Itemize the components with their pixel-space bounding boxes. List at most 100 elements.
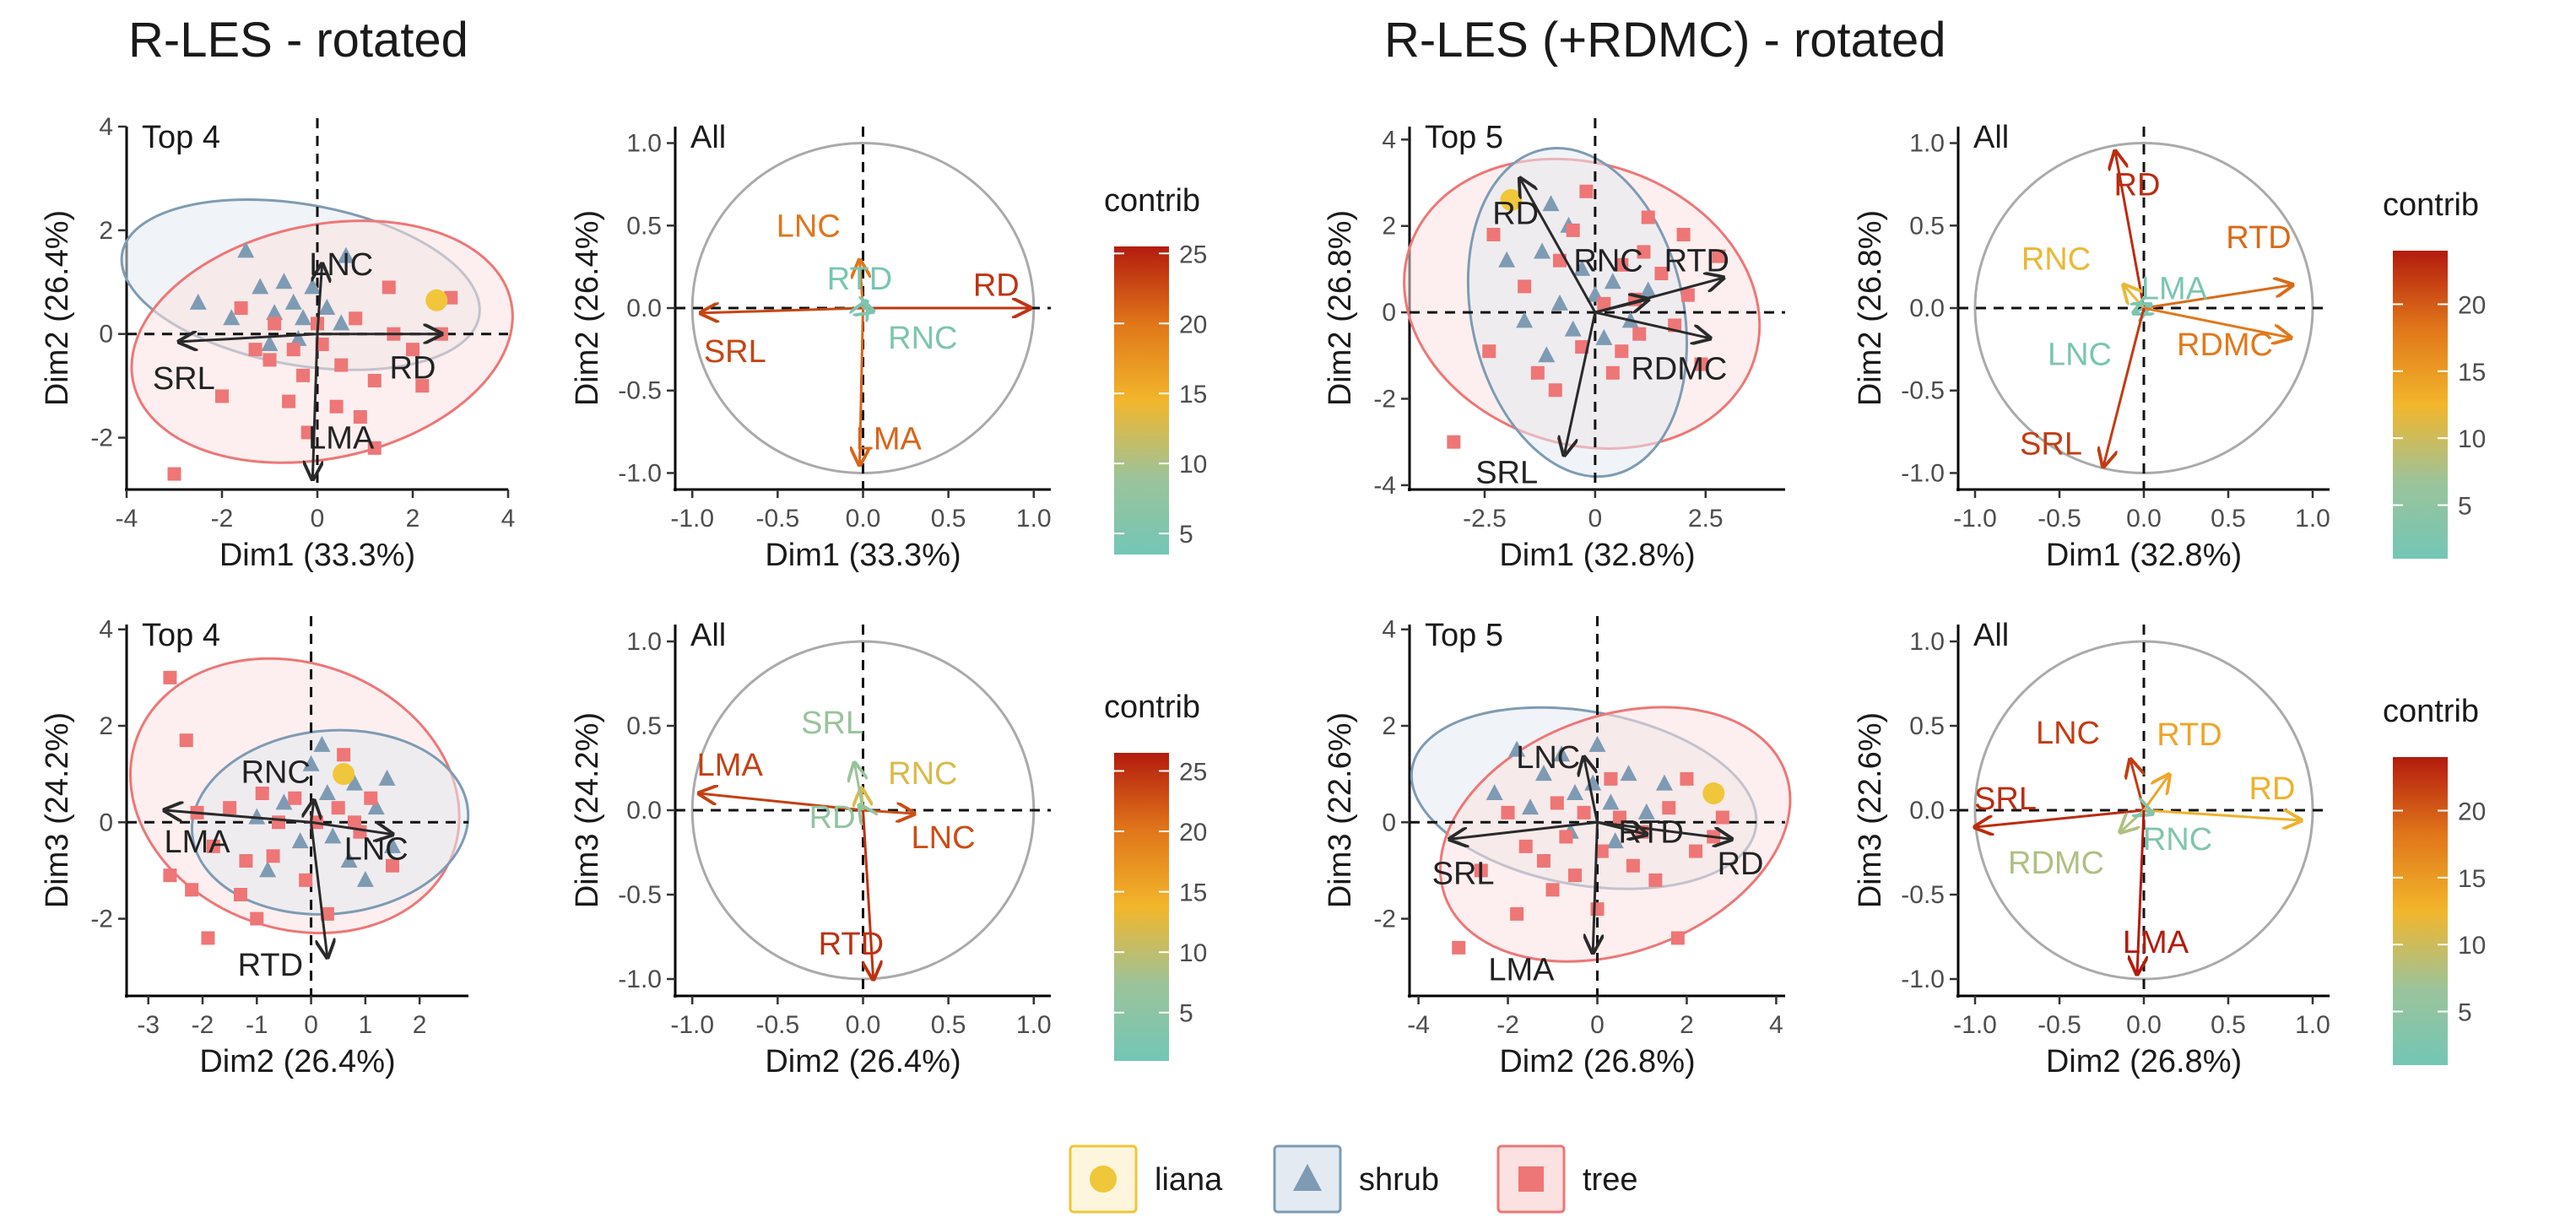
y-tick-label: -2 — [90, 425, 113, 452]
shrub-point — [1486, 784, 1503, 800]
shrub-point — [1498, 251, 1516, 268]
shrub-point — [275, 793, 293, 810]
x-tick-label: 1.0 — [2295, 505, 2330, 533]
contrib-tick-label: 20 — [1179, 819, 1207, 847]
vector-label-rd: RD — [1718, 847, 1764, 882]
y-tick-label: 1.0 — [626, 628, 662, 656]
vector-rdmc — [2120, 809, 2146, 832]
tree-point — [329, 399, 344, 414]
tree-point — [1482, 344, 1496, 359]
contrib-color-bar — [2393, 757, 2448, 1065]
x-tick-label: -4 — [1407, 1011, 1430, 1039]
shrub-point — [1538, 346, 1556, 363]
y-tick-label: 4 — [1382, 126, 1396, 154]
shrub-point — [1542, 195, 1560, 212]
contrib-tick-label: 20 — [2458, 798, 2486, 825]
y-tick-label: 0 — [1382, 809, 1396, 836]
panel-6: -1.0 -0.5 0.0 0.5 1.0 -1.0 -0.5 0.0 0.5 1.0 Dim2 (… — [570, 618, 1052, 1079]
vector-srl — [1450, 820, 1598, 839]
shrub-point — [1584, 774, 1602, 791]
tree-point — [353, 410, 367, 424]
vector-label-lma: LMA — [697, 748, 764, 783]
y-tick-label: 2 — [1382, 712, 1396, 740]
vector-label-lnc: LNC — [2048, 338, 2112, 373]
y-tick-label: 2 — [99, 712, 113, 740]
vector-label-srl: SRL — [1974, 782, 2037, 817]
y-tick-label: -1.0 — [618, 459, 662, 487]
contrib-tick-label: 5 — [2458, 493, 2472, 521]
vector-label-rnc: RNC — [241, 755, 311, 790]
panel-tag: Top 5 — [1425, 120, 1503, 155]
x-axis-label: Dim1 (33.3%) — [219, 538, 415, 573]
x-tick-label: 0.5 — [931, 505, 966, 533]
y-axis-label: Dim2 (26.8%) — [1853, 210, 1888, 406]
contrib-tick-label: 10 — [2458, 425, 2486, 453]
x-tick-label: 1.0 — [1016, 505, 1052, 533]
shrub-point — [384, 836, 401, 853]
tree-point — [296, 368, 311, 382]
x-tick-label: -4 — [116, 505, 138, 533]
tree-point — [1518, 839, 1533, 853]
vector-label-lnc: LNC — [344, 832, 409, 868]
x-tick-label: -2 — [192, 1011, 214, 1039]
x-axis-label: Dim1 (32.8%) — [2046, 538, 2242, 573]
vector-label-lnc: LNC — [912, 820, 976, 856]
tree-point — [1559, 830, 1573, 844]
legend-marker-square-icon — [1518, 1166, 1544, 1192]
vector-label-srl: SRL — [1432, 856, 1495, 891]
tree-point — [1566, 223, 1580, 237]
shrub-point — [1588, 735, 1606, 752]
tree-point — [282, 394, 296, 408]
y-tick-label: -0.5 — [618, 377, 662, 405]
shrub-point — [1606, 832, 1624, 849]
panel-tag: Top 5 — [1425, 618, 1503, 653]
tree-point — [315, 338, 329, 351]
legend-item-shrub: shrub — [1273, 1144, 1439, 1214]
panel-1: -4 -2 0 2 4 -2 0 2 4 Dim1 (33.3%) Dim2 (26.4%) Top … — [40, 113, 516, 573]
legend-label-tree: tree — [1583, 1162, 1637, 1198]
tree-point — [1604, 771, 1618, 786]
tree-point — [234, 301, 248, 315]
shrub-point — [290, 329, 307, 346]
tree-point — [299, 873, 313, 887]
y-tick-label: 0.0 — [1909, 295, 1945, 322]
vector-label-rd: RD — [809, 800, 856, 836]
tree-point — [1501, 805, 1515, 820]
y-axis-label: Dim2 (26.4%) — [570, 210, 605, 406]
vector-rd — [859, 805, 863, 810]
y-tick-label: 4 — [1382, 616, 1396, 644]
vector-rdmc — [2143, 306, 2291, 338]
y-tick-label: 0.5 — [1909, 212, 1945, 240]
vector-label-rdmc: RDMC — [2008, 846, 2104, 881]
contrib-tick-label: 15 — [1179, 381, 1207, 408]
vector-label-lnc: LNC — [1516, 740, 1580, 776]
tree-point — [1715, 810, 1729, 825]
x-axis-label: Dim1 (32.8%) — [1499, 538, 1695, 573]
contrib-tick-label: 10 — [1179, 939, 1207, 967]
vector-lnc — [317, 264, 322, 334]
contrib-color-bar — [1114, 246, 1169, 554]
contrib-tick-label: 5 — [1179, 1000, 1193, 1028]
contrib-tick-label: 25 — [1179, 758, 1207, 786]
tree-point — [1577, 805, 1591, 820]
panel-tag: Top 4 — [142, 618, 220, 653]
vector-rnc — [311, 801, 314, 823]
tree-point — [1545, 883, 1560, 897]
shrub-point — [248, 808, 266, 825]
y-tick-label: 0 — [1382, 299, 1396, 327]
contrib-tick-label: 10 — [1179, 451, 1207, 479]
shrub-point — [1516, 311, 1534, 328]
legend-marker-circle-icon — [1090, 1166, 1117, 1193]
tree-point — [215, 389, 229, 403]
vector-srl — [854, 763, 863, 811]
contrib-tick-label: 15 — [2458, 865, 2486, 893]
tree-point — [1548, 383, 1562, 398]
x-tick-label: 4 — [501, 505, 516, 533]
x-tick-label: -2.5 — [1463, 505, 1507, 533]
panel-3: -2.5 0 2.5 -4 -2 0 2 4 Dim1 (32.8%) Dim2 (26.8%) T… — [1323, 118, 1785, 573]
panel-5: -3 -2 -1 0 1 2 -2 0 2 4 Dim2 (26.4%) Dim3 (24.2%) To… — [40, 616, 470, 1079]
y-tick-label: -2 — [1373, 386, 1396, 414]
tree-point — [1637, 245, 1651, 259]
tree-point — [415, 379, 430, 393]
tree-point — [382, 280, 396, 295]
